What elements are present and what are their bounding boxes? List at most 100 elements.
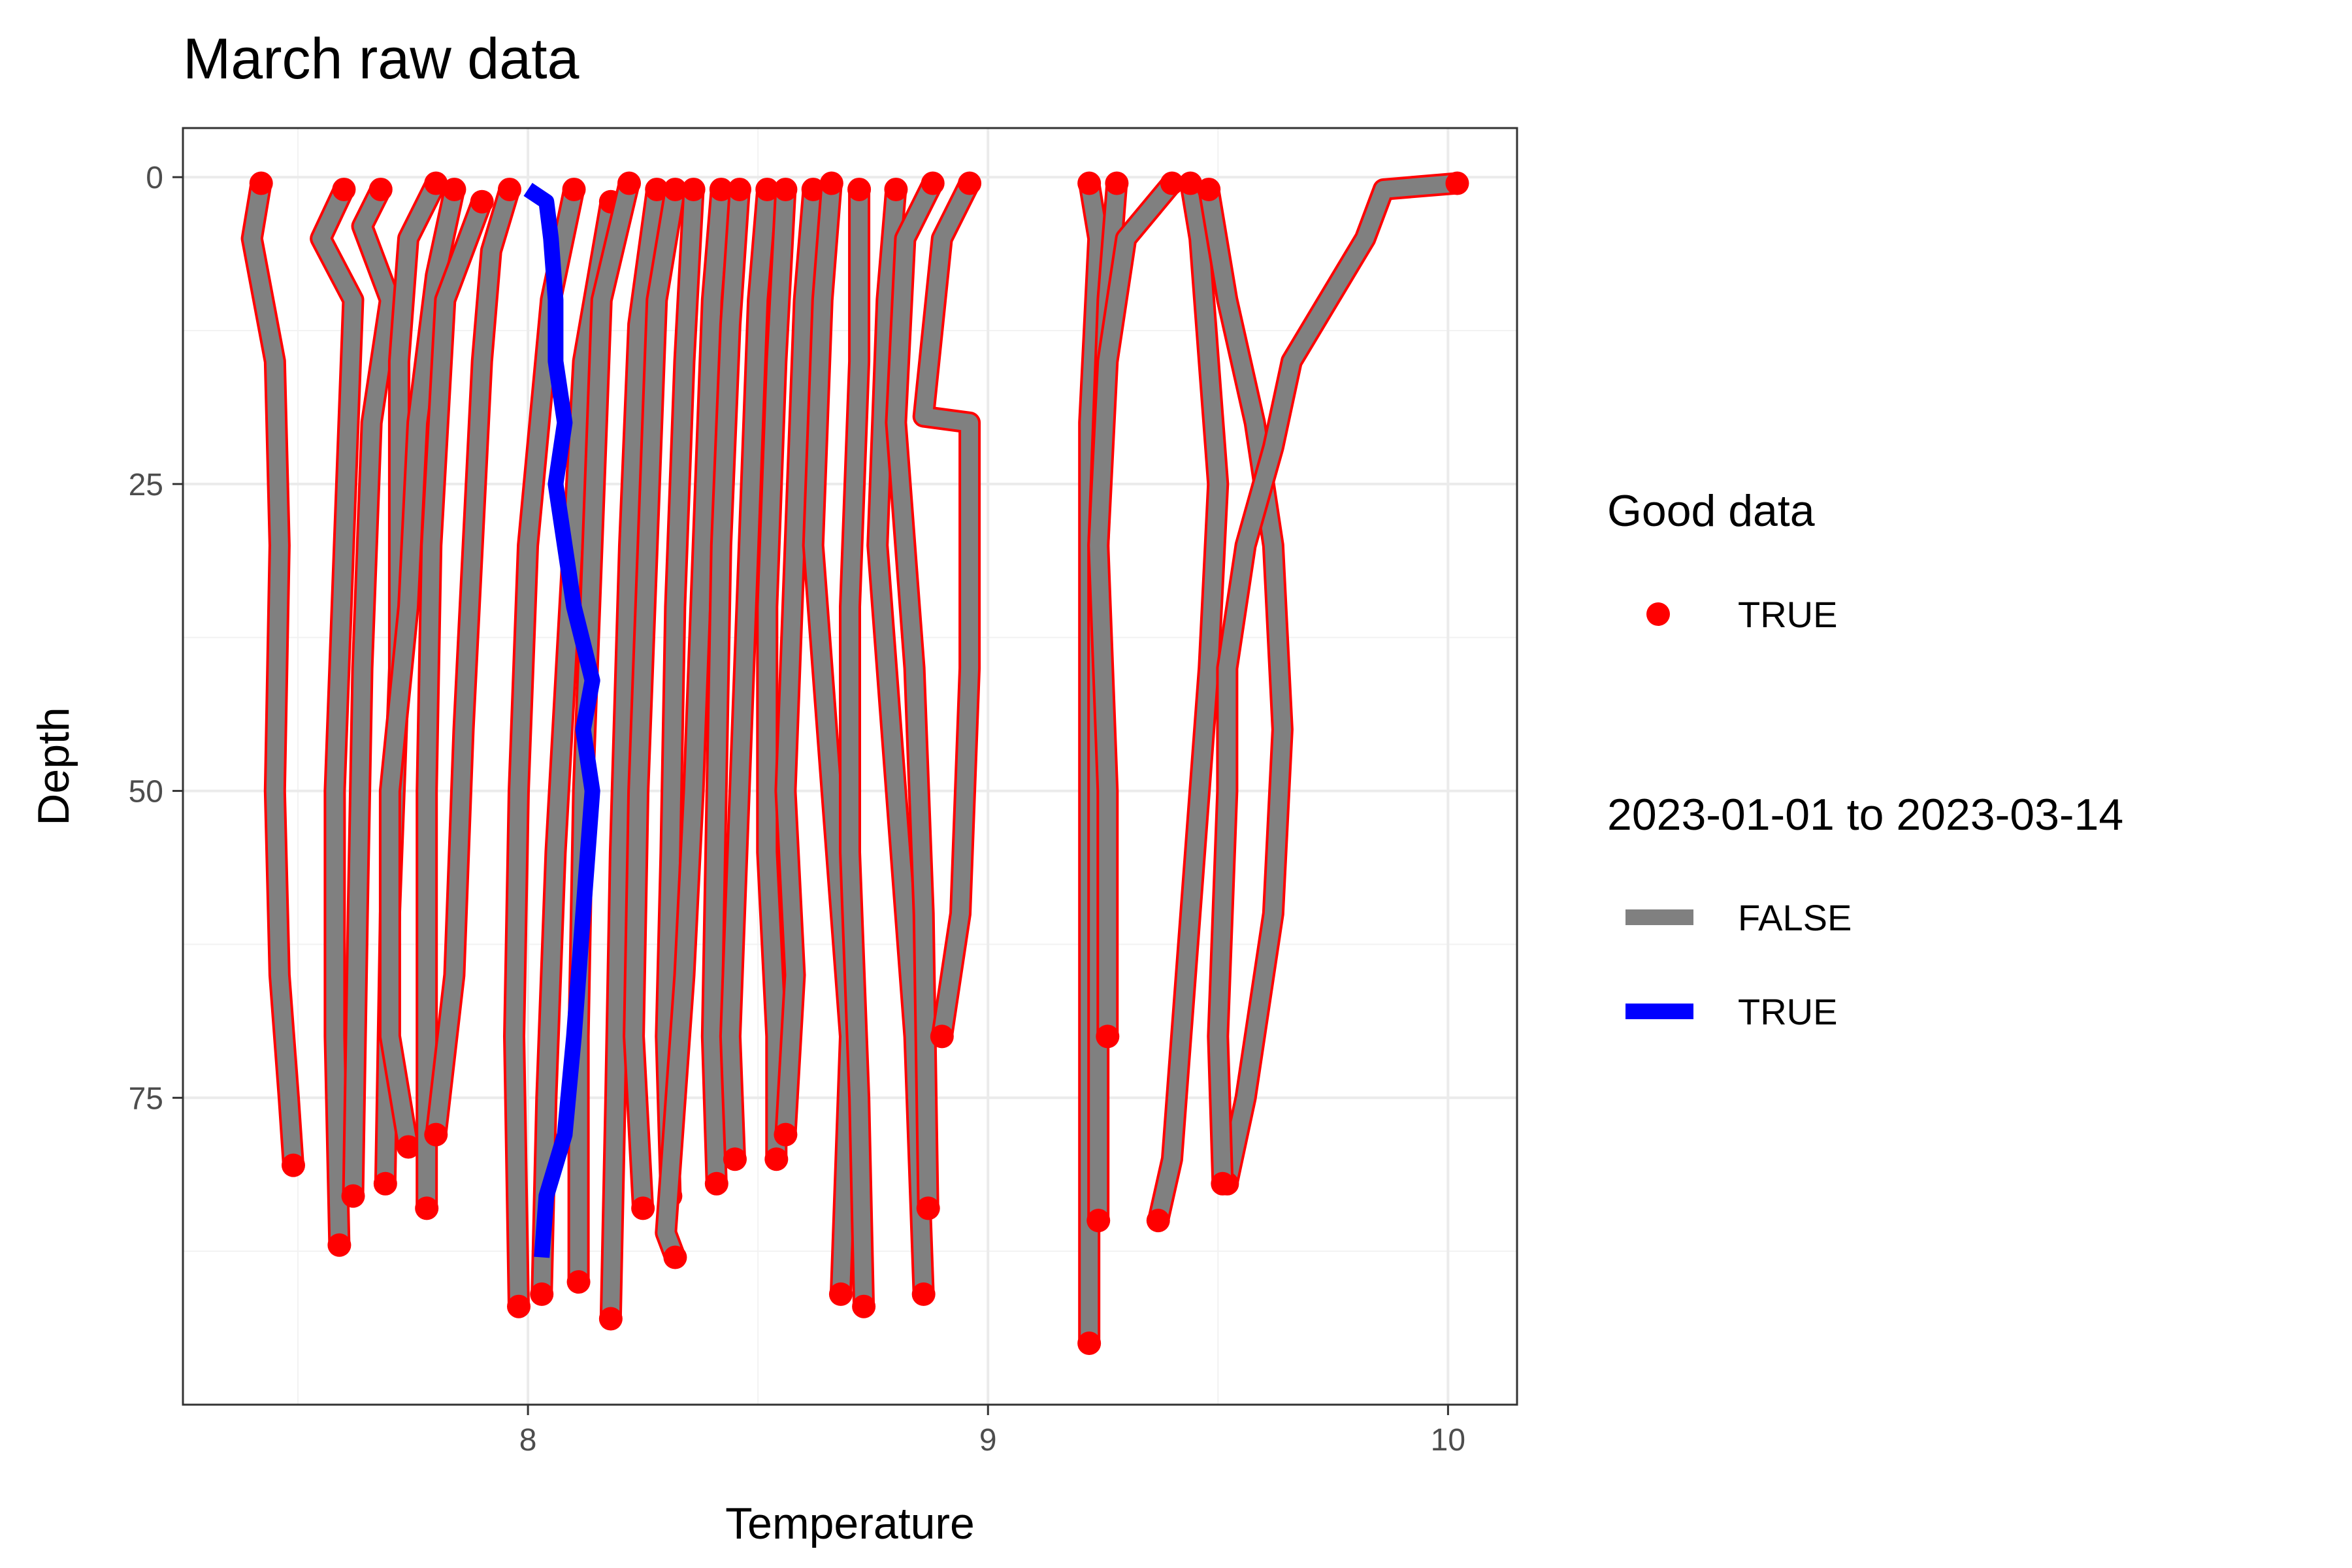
series-profile-1: [240, 171, 305, 1177]
series-profile-18: [774, 177, 825, 1147]
profile-end-point: [327, 1233, 351, 1257]
highlight-line: [523, 182, 600, 1258]
profile-line: [915, 174, 979, 1045]
profile-line: [344, 180, 399, 1205]
x-axis-label: Temperature: [725, 1499, 975, 1548]
profile-end-point: [764, 1147, 789, 1171]
series-profile-7: [424, 177, 521, 1147]
x-tick-label: 10: [1431, 1423, 1465, 1458]
y-axis-label: Depth: [29, 707, 78, 825]
y-tick-label: 25: [129, 468, 163, 502]
series-profile-2: [310, 177, 365, 1257]
profile-end-point: [631, 1196, 655, 1220]
profile-start-point: [819, 171, 843, 195]
profile-line: [841, 180, 873, 1315]
profile-line: [381, 180, 463, 1156]
y-axis: 0 25 50 75: [129, 161, 183, 1116]
profile-end-point: [1096, 1024, 1120, 1049]
series-profile-11: [598, 177, 669, 1331]
profile-start-point: [1105, 171, 1129, 195]
y-tick-label: 50: [129, 775, 163, 809]
series-profile-23: [912, 171, 982, 1049]
series-profile-6: [415, 189, 494, 1220]
profile-line: [533, 193, 619, 1303]
profile-line: [1090, 174, 1181, 1045]
series-profile-16: [719, 177, 779, 1171]
profile-start-point: [663, 177, 687, 201]
profile-line: [625, 180, 684, 1217]
series-profile-20: [839, 177, 876, 1318]
profile-end-point: [930, 1024, 954, 1049]
profile-line: [657, 180, 730, 1266]
profile-start-point: [884, 177, 908, 201]
profile-start-point: [645, 177, 669, 201]
profile-end-point: [530, 1282, 554, 1306]
profile-end-point: [916, 1196, 940, 1220]
profile-line: [759, 180, 794, 1168]
profile-end-point: [415, 1196, 439, 1220]
profile-start-point: [470, 189, 494, 214]
profile-end-point: [424, 1122, 448, 1147]
profile-start-point: [958, 171, 982, 195]
profile-end-point: [828, 1282, 853, 1306]
legend-title-date-range: 2023-01-01 to 2023-03-14: [1607, 790, 2123, 840]
x-tick-label: 9: [979, 1423, 997, 1458]
series-profile-14: [655, 177, 733, 1269]
profile-start-point: [1077, 171, 1102, 195]
profile-start-point: [249, 171, 273, 195]
series-profile-17: [756, 177, 798, 1171]
profile-line: [243, 174, 302, 1174]
series-profile-27: [1146, 171, 1230, 1233]
profile-end-point: [704, 1171, 728, 1196]
profile-end-point: [852, 1294, 876, 1318]
profile-end-point: [663, 1245, 687, 1269]
profile-start-point: [801, 177, 825, 201]
profile-end-point: [598, 1307, 623, 1331]
legend-key-good-data-true: [1646, 602, 1670, 626]
profile-line: [1209, 174, 1466, 1192]
profile-start-point: [1160, 171, 1184, 195]
profile-start-point: [497, 177, 521, 201]
profile-start-point: [1445, 171, 1469, 195]
x-axis: 8 9 10: [519, 1405, 1465, 1458]
profile-start-point: [709, 177, 733, 201]
profile-start-point: [921, 171, 945, 195]
series-profile-3: [341, 177, 401, 1208]
profile-end-point: [774, 1122, 798, 1147]
series-profile-12: [623, 177, 687, 1220]
profile-start-point: [617, 171, 642, 195]
profile-line: [1149, 174, 1227, 1230]
profile-line: [312, 180, 362, 1254]
y-tick-label: 75: [129, 1081, 163, 1116]
profile-line: [1200, 180, 1291, 1192]
profile-end-point: [373, 1171, 397, 1196]
series-profile-5: [378, 177, 466, 1159]
profile-line: [887, 174, 941, 1217]
profile-start-point: [681, 177, 706, 201]
series-profile-29: [1207, 171, 1469, 1196]
legend-label-range-true: TRUE: [1738, 991, 1837, 1032]
chart-title: March raw data: [183, 26, 580, 91]
profile-line: [427, 180, 518, 1143]
profile-start-point: [847, 177, 872, 201]
series-layer: [240, 171, 1469, 1356]
profile-start-point: [755, 177, 779, 201]
profile-end-point: [1211, 1171, 1235, 1196]
profile-start-point: [728, 177, 752, 201]
profile-line: [721, 180, 776, 1168]
series-highlight-1: [523, 182, 600, 1258]
profile-start-point: [562, 177, 586, 201]
profile-line: [602, 180, 666, 1328]
legend-title-good-data: Good data: [1607, 486, 1815, 536]
profile-end-point: [1146, 1209, 1170, 1233]
profile-line: [657, 180, 702, 1205]
legend-label-good-data-true: TRUE: [1738, 594, 1837, 635]
profile-start-point: [774, 177, 798, 201]
profile-end-point: [341, 1184, 365, 1208]
x-tick-label: 8: [519, 1423, 537, 1458]
profile-start-point: [442, 177, 466, 201]
plot-border: [182, 127, 1518, 1406]
profile-end-point: [911, 1282, 936, 1306]
profile-start-point: [1179, 171, 1203, 195]
